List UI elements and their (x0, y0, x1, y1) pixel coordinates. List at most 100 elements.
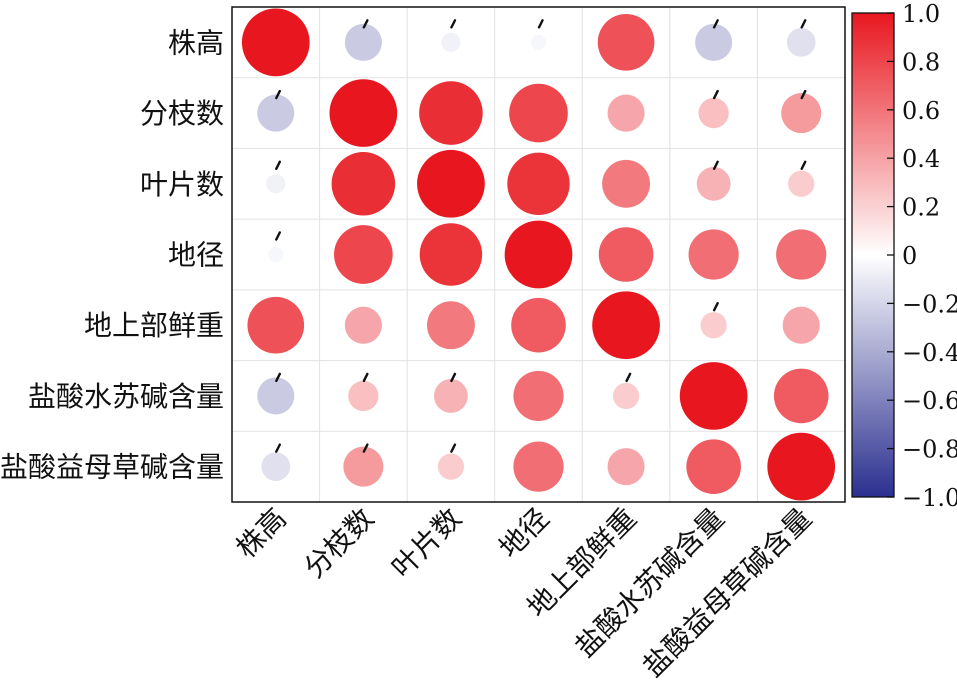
correlation-circle (688, 229, 739, 280)
nonsignificant-marks (275, 19, 807, 453)
correlation-circle (344, 306, 382, 344)
correlation-circle (257, 377, 295, 415)
row-label: 盐酸益母草碱含量 (0, 451, 224, 484)
correlation-circle (592, 291, 660, 360)
plot-grid (232, 7, 845, 502)
correlation-circle (698, 97, 729, 129)
correlation-circle (266, 174, 286, 194)
correlation-circle (513, 441, 564, 492)
colorbar-tick-label: −1.0 (902, 484, 957, 512)
correlation-circle (782, 306, 820, 344)
correlation-circle (261, 452, 291, 482)
nonsignificant-mark (362, 443, 369, 453)
correlation-circle (241, 8, 310, 77)
nonsignificant-mark (800, 160, 807, 170)
correlation-circle (511, 297, 566, 353)
nonsignificant-mark (362, 19, 369, 29)
correlation-circle (257, 94, 295, 132)
colorbar-tick-label: 0.6 (902, 97, 940, 125)
correlation-circle (334, 225, 393, 284)
correlation-circle (597, 14, 655, 71)
correlation-circle (686, 439, 741, 494)
nonsignificant-mark (275, 231, 281, 241)
nonsignificant-mark (275, 372, 281, 383)
nonsignificant-mark (625, 372, 632, 383)
correlation-circle (348, 380, 379, 412)
correlation-circle (441, 32, 461, 52)
plot-border (231, 6, 846, 503)
correlation-circle (598, 227, 654, 282)
correlation-circle (786, 27, 816, 57)
nonsignificant-mark (362, 372, 369, 383)
correlation-circle (788, 170, 815, 197)
correlation-circle (602, 159, 651, 208)
correlation-circle (247, 296, 305, 354)
colorbar-tick-label: −0.2 (902, 290, 957, 318)
nonsignificant-mark (537, 19, 544, 29)
correlation-circle (695, 23, 733, 61)
correlation-circle (419, 81, 483, 145)
column-label: 盐酸益母草碱含量 (636, 502, 818, 684)
row-label: 地径 (168, 239, 224, 272)
correlation-circle (767, 432, 836, 501)
nonsignificant-mark (450, 19, 457, 29)
colorbar-tick-label: 1.0 (902, 0, 940, 28)
colorbar-tick-label: 0.2 (902, 194, 940, 222)
correlation-circle (419, 223, 483, 286)
correlation-circle (607, 94, 645, 132)
correlation-circle (331, 152, 396, 216)
correlation-circle (344, 23, 382, 61)
correlation-circle (507, 152, 570, 216)
column-label: 叶片数 (385, 502, 468, 585)
correlation-circle (776, 229, 827, 280)
nonsignificant-mark (275, 89, 281, 100)
colorbar-ticks: 1.0 0.8 0.6 0.4 0.2 0 −0.2 −0.4 −0.6 −0.8 −1.0 (887, 0, 957, 512)
nonsignificant-mark (712, 89, 719, 100)
correlation-circle (417, 149, 485, 218)
colorbar-tick-label: −0.4 (902, 339, 957, 367)
row-label: 盐酸水苏碱含量 (28, 380, 224, 413)
correlation-circle (679, 362, 748, 430)
row-label: 分枝数 (140, 97, 224, 130)
correlation-circle (268, 246, 284, 263)
correlation-circle (773, 368, 829, 424)
nonsignificant-mark (450, 372, 457, 383)
column-label: 盐酸水苏碱含量 (569, 502, 731, 664)
row-label: 株高 (168, 26, 224, 59)
nonsignificant-mark (800, 89, 807, 100)
correlation-circle (504, 220, 573, 289)
nonsignificant-mark (712, 19, 719, 29)
nonsignificant-mark (712, 302, 719, 312)
nonsignificant-mark (275, 160, 281, 170)
row-label: 地上部鲜重 (84, 309, 224, 342)
correlation-circle (696, 166, 731, 201)
correlation-circle (530, 34, 547, 50)
correlation-circle (343, 446, 384, 487)
nonsignificant-mark (800, 19, 807, 29)
correlation-circle (434, 379, 468, 413)
nonsignificant-mark (712, 160, 719, 170)
correlation-circles (241, 8, 836, 501)
nonsignificant-mark (275, 443, 281, 453)
column-label: 地径 (493, 502, 556, 565)
correlation-circle (513, 370, 564, 422)
correlation-circle (509, 83, 568, 143)
correlation-circle (700, 312, 727, 339)
correlation-circle (607, 448, 645, 486)
nonsignificant-mark (450, 443, 457, 453)
colorbar-tick-label: −0.8 (902, 436, 957, 464)
correlation-circle (781, 93, 822, 134)
colorbar-tick-label: 0 (902, 242, 917, 270)
column-label: 株高 (230, 502, 293, 565)
colorbar-tick-label: 0.4 (902, 145, 940, 173)
column-label: 分枝数 (298, 502, 381, 585)
correlation-circle (426, 301, 475, 350)
correlation-circle (612, 382, 640, 410)
row-label: 叶片数 (140, 168, 224, 201)
correlation-circle (437, 453, 465, 480)
correlation-circle (329, 79, 398, 147)
colorbar-tick-label: −0.6 (902, 387, 957, 415)
colorbar-tick-label: 0.8 (902, 48, 940, 76)
